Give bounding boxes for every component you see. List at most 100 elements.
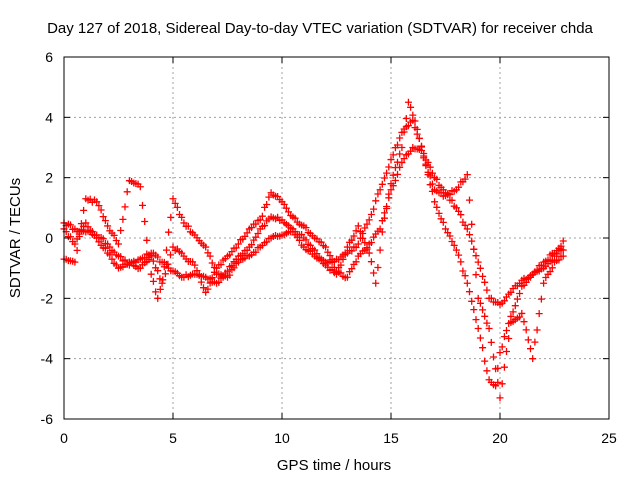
data-point-run	[476, 334, 491, 375]
x-tick-label: 25	[601, 430, 617, 446]
data-point-run	[313, 235, 327, 250]
data-point-run	[400, 115, 410, 136]
data-point-run	[531, 295, 545, 346]
data-point-run	[139, 256, 153, 269]
data-point	[474, 294, 482, 302]
data-point-run	[84, 223, 98, 239]
data-point	[496, 394, 504, 402]
data-point-run	[455, 251, 469, 280]
data-point-run	[498, 320, 513, 351]
data-point-run	[378, 194, 393, 225]
data-point-run	[415, 134, 428, 162]
data-point-run	[106, 243, 120, 259]
data-point-run	[258, 215, 273, 230]
data-point-run	[258, 193, 273, 220]
x-tick-label: 10	[274, 430, 290, 446]
data-point-run	[487, 294, 502, 306]
data-point-run	[422, 156, 436, 177]
data-point-run	[324, 248, 338, 271]
data-point-run	[455, 175, 469, 191]
data-point-run	[106, 251, 120, 269]
x-tick-label: 5	[169, 430, 177, 446]
data-point-run	[95, 238, 109, 252]
data-point-run	[280, 200, 295, 219]
data-point-run	[400, 147, 415, 163]
data-point	[372, 279, 380, 287]
data-point-run	[182, 270, 197, 281]
y-tick-label: 4	[45, 109, 53, 125]
data-point	[463, 171, 471, 179]
data-point-run	[378, 163, 393, 188]
data-point-run	[149, 257, 164, 283]
data-point	[431, 198, 439, 206]
data-point-run	[84, 195, 98, 206]
data-point-run	[117, 188, 131, 234]
data-point-run	[73, 222, 88, 243]
x-tick-label: 0	[60, 430, 68, 446]
data-point-run	[226, 255, 240, 271]
data-point	[191, 261, 199, 269]
data-point-run	[62, 228, 77, 246]
data-point-run	[476, 299, 491, 327]
data-point-run	[156, 251, 174, 293]
x-axis-label: GPS time / hours	[277, 457, 391, 474]
data-point-run	[139, 201, 153, 261]
data-point-run	[226, 260, 240, 279]
y-tick-label: -4	[41, 351, 54, 367]
data-point	[452, 204, 460, 212]
data-point	[540, 279, 548, 287]
data-point	[224, 267, 231, 275]
data-point-run	[367, 258, 378, 277]
data-point	[93, 234, 101, 242]
data-point-run	[466, 288, 480, 324]
data-point-run	[302, 236, 316, 253]
data-point-run	[466, 196, 480, 279]
data-point-run	[498, 335, 513, 388]
data-point	[387, 156, 395, 164]
data-point	[422, 162, 430, 170]
data-point-run	[374, 246, 384, 271]
data-point-run	[193, 267, 207, 292]
data-point-run	[269, 232, 284, 240]
data-point-run	[487, 338, 502, 386]
data-point	[322, 243, 330, 251]
data-point	[343, 243, 351, 251]
data-point-run	[389, 134, 404, 159]
y-tick-label: 2	[45, 170, 53, 186]
data-point-run	[204, 275, 218, 286]
data-point-run	[509, 279, 524, 292]
data-point-run	[171, 245, 186, 257]
data-point-run	[389, 163, 404, 190]
data-point	[169, 195, 177, 203]
data-point	[354, 240, 362, 248]
data-point	[104, 222, 112, 230]
data-point-run	[95, 202, 109, 225]
data-point-run	[291, 214, 306, 229]
data-point-run	[476, 264, 491, 294]
data-point	[551, 252, 558, 260]
data-point-run	[324, 263, 338, 277]
data-point-run	[346, 227, 360, 246]
data-point-run	[433, 203, 447, 226]
data-point-run	[62, 255, 77, 265]
data-point	[452, 246, 460, 254]
data-point	[311, 246, 319, 254]
data-point	[256, 216, 264, 224]
data-point-run	[520, 272, 534, 283]
data-point	[559, 246, 567, 254]
data-point	[474, 258, 482, 266]
data-point-run	[182, 255, 197, 266]
data-point-run	[215, 255, 229, 269]
data-point-run	[335, 249, 349, 272]
data-point-run	[357, 228, 371, 253]
data-point	[496, 349, 504, 357]
y-tick-label: 6	[45, 49, 53, 65]
data-point-run	[542, 256, 556, 270]
data-point-run	[424, 168, 436, 188]
data-point-run	[487, 378, 497, 389]
data-point-run	[553, 242, 565, 255]
data-point	[474, 325, 482, 332]
data-point-run	[204, 249, 218, 271]
data-point	[354, 222, 362, 230]
data-point-run	[426, 181, 436, 195]
